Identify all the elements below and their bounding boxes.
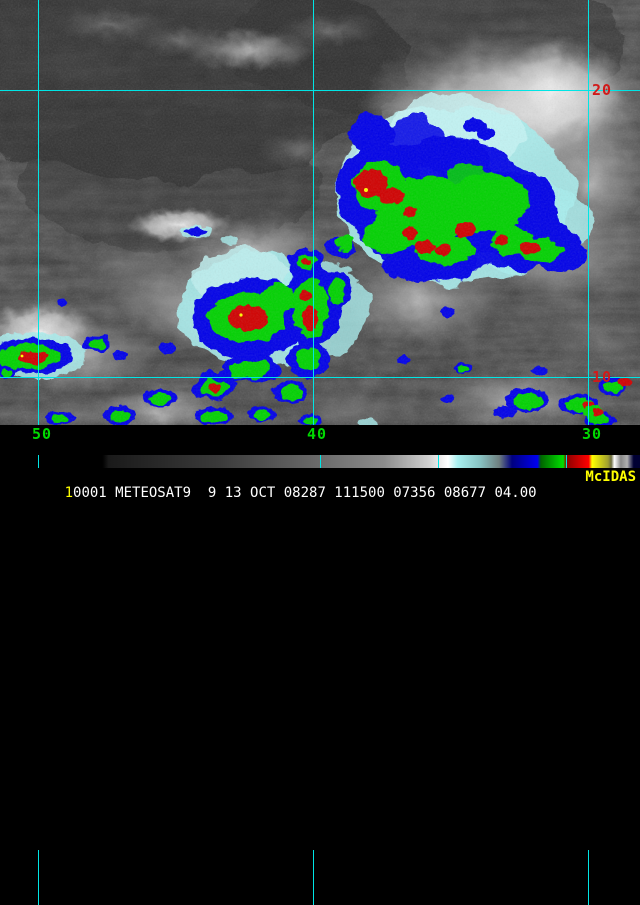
status-text-line: 10001 METEOSAT9 9 13 OCT 08287 111500 07… <box>0 469 640 501</box>
frame-number: 1 <box>64 485 74 501</box>
grid-line-lat-10 <box>0 377 640 378</box>
grid-line-lon-40 <box>313 0 314 425</box>
image-noise-overlay <box>0 0 640 425</box>
colorbar-tick-2 <box>438 455 439 468</box>
grid-tick-lon-30 <box>588 850 589 905</box>
latitude-label-10: 10 <box>592 368 613 386</box>
mcidas-brand-label: McIDAS <box>585 469 636 485</box>
colorbar-tick-1 <box>320 455 321 468</box>
longitude-label-40: 40 <box>307 425 328 443</box>
latitude-label-20: 20 <box>592 81 613 99</box>
bottom-info-panel: 50 40 30 10001 METEOSAT9 9 13 OCT 08287 … <box>0 425 640 905</box>
grid-line-lon-50 <box>38 0 39 425</box>
grid-line-lon-30 <box>588 0 589 425</box>
satellite-image-canvas: 20 10 <box>0 0 640 425</box>
grid-line-lat-20 <box>0 90 640 91</box>
colorbar-tick-marks <box>0 455 640 468</box>
grid-tick-lon-40 <box>313 850 314 905</box>
grid-tick-lon-50 <box>38 850 39 905</box>
colorbar-tick-3 <box>566 455 567 468</box>
status-text-rest: 0001 METEOSAT9 9 13 OCT 08287 111500 073… <box>73 485 537 501</box>
colorbar-tick-0 <box>38 455 39 468</box>
longitude-label-50: 50 <box>32 425 53 443</box>
longitude-label-30: 30 <box>582 425 603 443</box>
satellite-imagery-svg <box>0 0 640 425</box>
